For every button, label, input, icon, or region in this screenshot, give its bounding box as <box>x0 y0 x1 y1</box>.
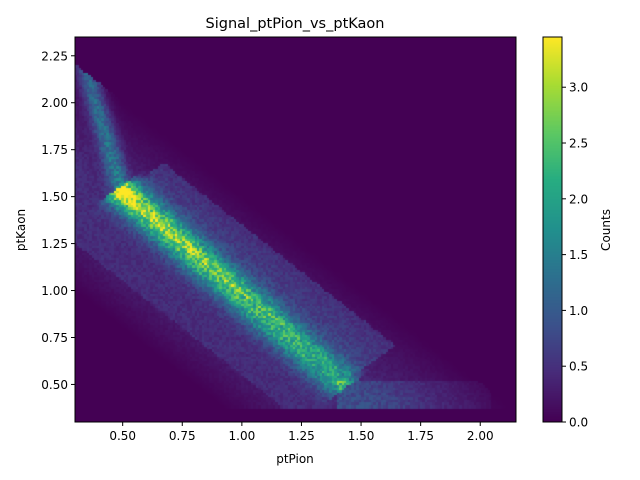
y-tick-label: 1.75 <box>41 143 68 157</box>
colorbar-label: Counts <box>599 209 613 251</box>
y-tick-label: 2.00 <box>41 96 68 110</box>
y-tick-label: 1.25 <box>41 237 68 251</box>
x-tick-label: 0.50 <box>109 429 136 443</box>
x-axis: 0.50 0.75 1.00 1.25 1.50 1.75 2.00 <box>109 422 494 443</box>
x-tick-label: 1.50 <box>348 429 375 443</box>
colorbar-tick-label: 3.0 <box>569 81 588 95</box>
y-axis-label: ptKaon <box>14 209 28 251</box>
y-tick-label: 0.75 <box>41 331 68 345</box>
colorbar-gradient <box>543 37 562 422</box>
x-tick-label: 1.75 <box>407 429 434 443</box>
colorbar-axis: 0.0 0.5 1.0 1.5 2.0 2.5 3.0 <box>562 81 588 430</box>
colorbar-tick-label: 1.0 <box>569 304 588 318</box>
colorbar-tick-label: 2.0 <box>569 192 588 206</box>
colorbar-tick-label: 0.5 <box>569 360 588 374</box>
x-axis-label: ptPion <box>276 452 314 466</box>
x-tick-label: 0.75 <box>169 429 196 443</box>
heatmap-image <box>75 37 516 422</box>
plot-frame <box>74 36 517 423</box>
x-tick-label: 1.25 <box>288 429 315 443</box>
colorbar-frame <box>542 36 563 423</box>
chart-title: Signal_ptPion_vs_ptKaon <box>206 16 385 32</box>
y-tick-label: 0.50 <box>41 378 68 392</box>
y-tick-label: 2.25 <box>41 49 68 63</box>
colorbar-tick-label: 1.5 <box>569 248 588 262</box>
x-tick-label: 2.00 <box>467 429 494 443</box>
colorbar-tick-label: 2.5 <box>569 137 588 151</box>
x-tick-label: 1.00 <box>229 429 256 443</box>
colorbar-tick-label: 0.0 <box>569 416 588 430</box>
y-tick-label: 1.50 <box>41 190 68 204</box>
y-axis: 0.50 0.75 1.00 1.25 1.50 1.75 2.00 2.25 <box>41 49 75 392</box>
y-tick-label: 1.00 <box>41 284 68 298</box>
